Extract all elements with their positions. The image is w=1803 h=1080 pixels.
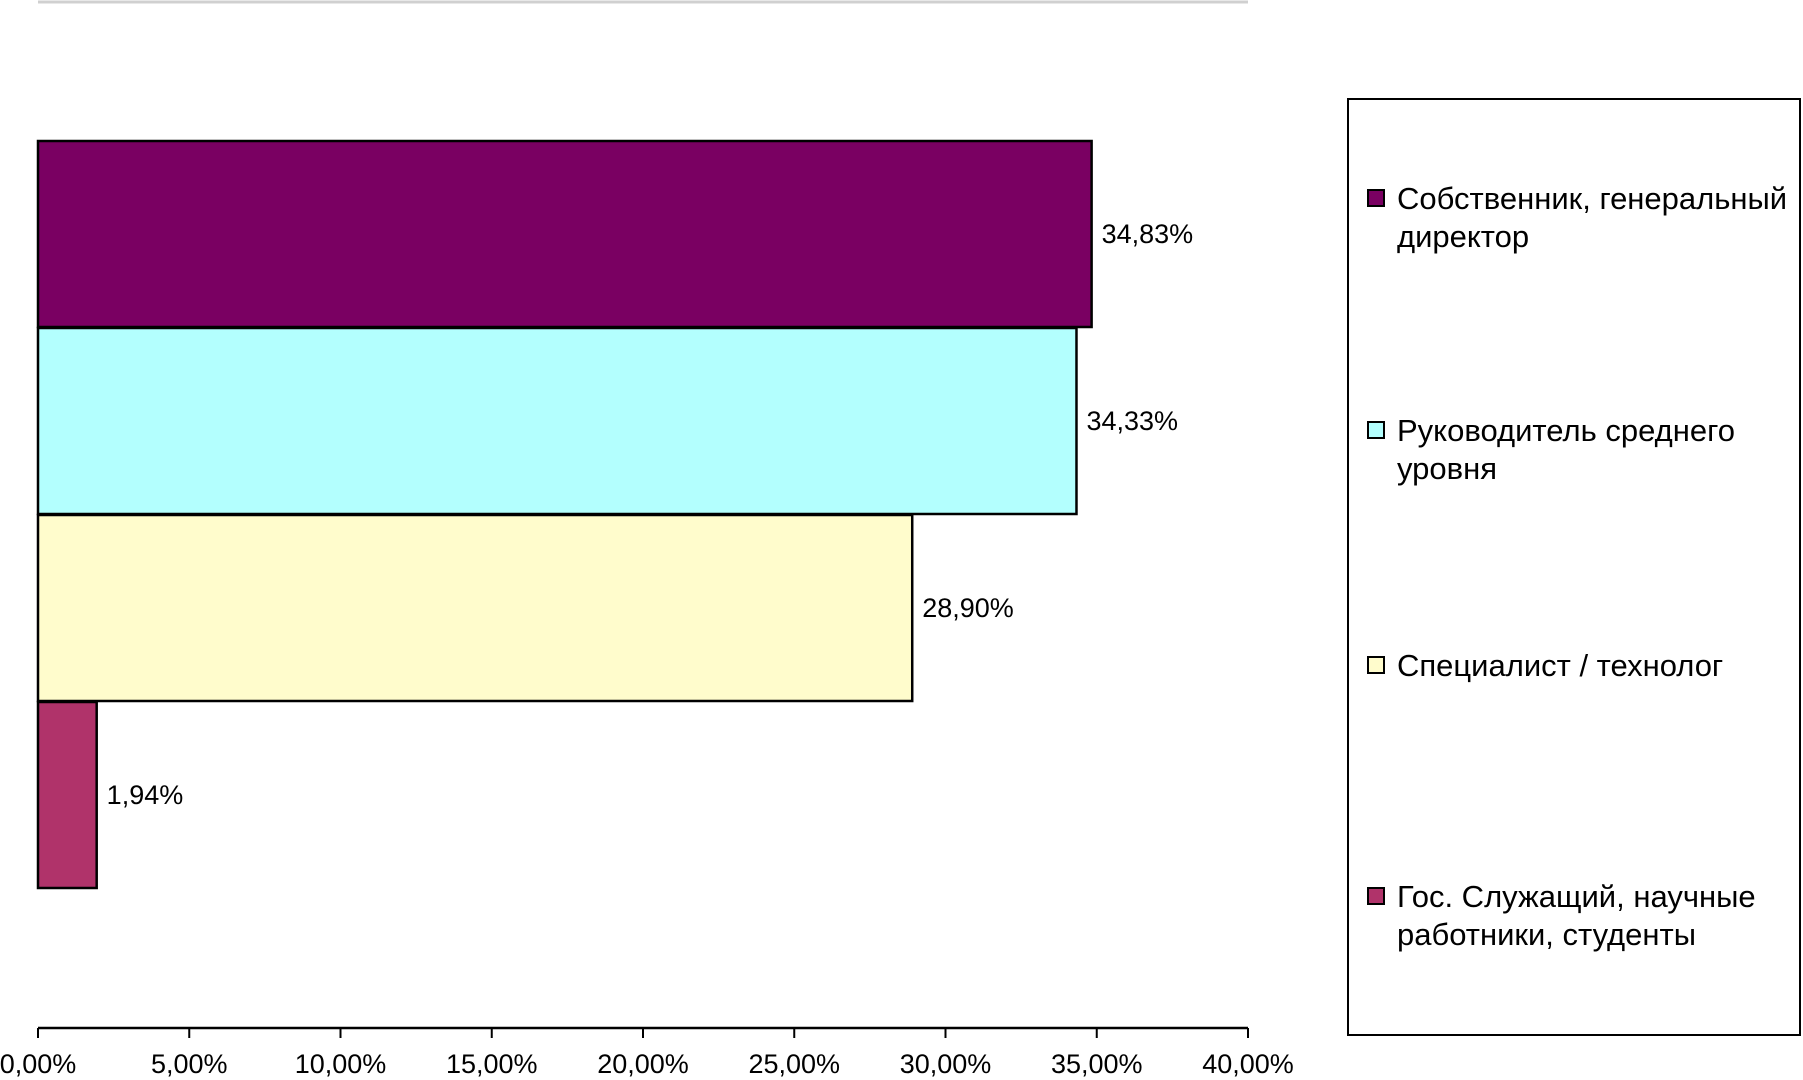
bar [36, 326, 1078, 516]
bar [36, 700, 98, 890]
bar [36, 513, 914, 703]
legend-swatch-icon [1367, 421, 1385, 439]
x-tick-label: 40,00% [1202, 1049, 1294, 1079]
bar [36, 139, 1093, 329]
legend-label: Собственник, генеральный директор [1397, 181, 1788, 254]
legend-item: Собственник, генеральный директор [1367, 180, 1803, 256]
x-tick-label: 35,00% [1051, 1049, 1143, 1079]
x-tick-label: 0,00% [0, 1049, 76, 1079]
legend-label: Специалист / технолог [1397, 648, 1724, 683]
legend-label: Гос. Служащий, научные работники, студен… [1397, 879, 1756, 952]
x-tick-label: 5,00% [151, 1049, 228, 1079]
legend-label: Руководитель среднего уровня [1397, 413, 1735, 486]
x-tick-label: 10,00% [295, 1049, 387, 1079]
legend-item: Руководитель среднего уровня [1367, 412, 1803, 488]
x-tick-label: 15,00% [446, 1049, 538, 1079]
bars-group [36, 139, 1093, 890]
legend-swatch-icon [1367, 887, 1385, 905]
x-tick-label: 30,00% [900, 1049, 992, 1079]
legend-swatch-icon [1367, 656, 1385, 674]
legend: Собственник, генеральный директор Руково… [1347, 98, 1801, 1036]
legend-item: Специалист / технолог [1367, 647, 1803, 685]
data-label: 34,33% [1086, 406, 1178, 436]
legend-swatch-icon [1367, 189, 1385, 207]
data-label: 34,83% [1102, 219, 1194, 249]
data-label: 28,90% [922, 593, 1014, 623]
legend-item: Гос. Служащий, научные работники, студен… [1367, 878, 1803, 954]
data-label: 1,94% [107, 780, 184, 810]
x-axis: 0,00% 5,00% 10,00% 15,00% 20,00% 25,00% 30,00%… [0, 1026, 1294, 1079]
x-tick-label: 20,00% [597, 1049, 689, 1079]
x-tick-label: 25,00% [748, 1049, 840, 1079]
data-labels-group: 34,83% 34,33% 28,90% 1,94% [107, 219, 1194, 810]
